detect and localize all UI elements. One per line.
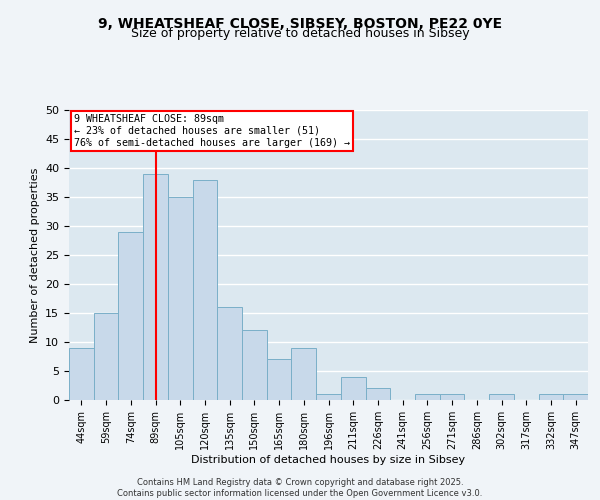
Text: Size of property relative to detached houses in Sibsey: Size of property relative to detached ho… — [131, 28, 469, 40]
Bar — [316, 394, 341, 400]
Text: Contains HM Land Registry data © Crown copyright and database right 2025.
Contai: Contains HM Land Registry data © Crown c… — [118, 478, 482, 498]
Text: 9 WHEATSHEAF CLOSE: 89sqm
← 23% of detached houses are smaller (51)
76% of semi-: 9 WHEATSHEAF CLOSE: 89sqm ← 23% of detac… — [74, 114, 350, 148]
Bar — [69, 348, 94, 400]
Bar — [539, 394, 563, 400]
Text: 9, WHEATSHEAF CLOSE, SIBSEY, BOSTON, PE22 0YE: 9, WHEATSHEAF CLOSE, SIBSEY, BOSTON, PE2… — [98, 18, 502, 32]
Bar — [242, 330, 267, 400]
Bar — [193, 180, 217, 400]
Bar — [94, 313, 118, 400]
Bar — [365, 388, 390, 400]
Bar — [217, 307, 242, 400]
Bar — [143, 174, 168, 400]
Bar — [292, 348, 316, 400]
Y-axis label: Number of detached properties: Number of detached properties — [29, 168, 40, 342]
Bar — [118, 232, 143, 400]
Bar — [440, 394, 464, 400]
Bar — [563, 394, 588, 400]
Bar — [341, 377, 365, 400]
Bar — [489, 394, 514, 400]
Bar — [168, 197, 193, 400]
Bar — [415, 394, 440, 400]
X-axis label: Distribution of detached houses by size in Sibsey: Distribution of detached houses by size … — [191, 454, 466, 464]
Bar — [267, 360, 292, 400]
